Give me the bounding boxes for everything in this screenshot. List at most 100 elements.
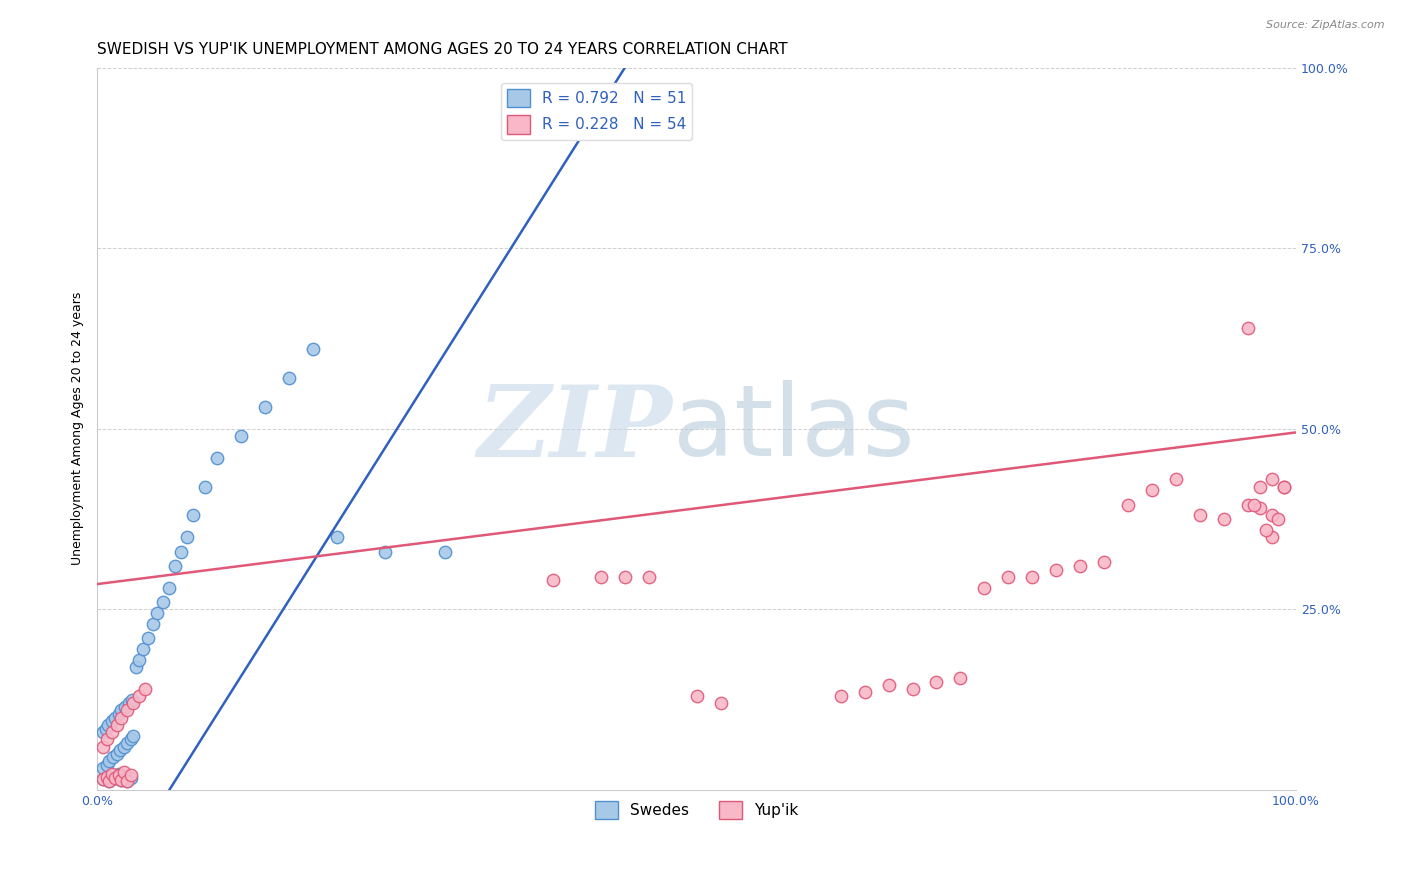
Point — [93, 772, 115, 786]
Point — [254, 400, 277, 414]
Point — [104, 772, 127, 786]
Point — [170, 544, 193, 558]
Point — [1021, 570, 1043, 584]
Point — [101, 750, 124, 764]
Point — [134, 681, 156, 696]
Point — [101, 714, 124, 729]
Point — [302, 343, 325, 357]
Point — [183, 508, 205, 523]
Point — [117, 696, 139, 710]
Point — [278, 371, 301, 385]
Point — [1272, 479, 1295, 493]
Point — [1166, 472, 1188, 486]
Point — [93, 772, 115, 786]
Point — [231, 429, 253, 443]
Point — [207, 450, 229, 465]
Point — [98, 774, 121, 789]
Point — [125, 660, 148, 674]
Point — [1116, 498, 1139, 512]
Point — [117, 773, 139, 788]
Point — [901, 681, 924, 696]
Point — [637, 570, 659, 584]
Point — [96, 732, 118, 747]
Point — [973, 581, 995, 595]
Point — [96, 757, 118, 772]
Point — [1261, 530, 1284, 544]
Point — [105, 747, 128, 761]
Point — [94, 722, 117, 736]
Point — [877, 678, 900, 692]
Point — [132, 642, 155, 657]
Legend: Swedes, Yup'ik: Swedes, Yup'ik — [589, 795, 804, 826]
Point — [101, 725, 124, 739]
Point — [925, 674, 948, 689]
Point — [117, 703, 139, 717]
Point — [830, 689, 852, 703]
Point — [326, 530, 349, 544]
Point — [374, 544, 396, 558]
Point — [146, 606, 169, 620]
Point — [98, 774, 121, 789]
Point — [1237, 498, 1260, 512]
Point — [853, 685, 876, 699]
Point — [949, 671, 972, 685]
Point — [1249, 501, 1271, 516]
Point — [1142, 483, 1164, 498]
Point — [589, 570, 612, 584]
Point — [128, 689, 150, 703]
Point — [97, 718, 120, 732]
Point — [112, 764, 135, 779]
Point — [101, 768, 124, 782]
Point — [1069, 559, 1091, 574]
Point — [117, 773, 139, 788]
Point — [710, 696, 733, 710]
Point — [104, 711, 127, 725]
Point — [165, 559, 187, 574]
Point — [613, 570, 636, 584]
Point — [104, 772, 127, 786]
Point — [93, 761, 115, 775]
Point — [120, 768, 142, 782]
Point — [1261, 472, 1284, 486]
Point — [101, 767, 124, 781]
Point — [108, 767, 131, 781]
Point — [1267, 512, 1289, 526]
Point — [1189, 508, 1212, 523]
Text: SWEDISH VS YUP'IK UNEMPLOYMENT AMONG AGES 20 TO 24 YEARS CORRELATION CHART: SWEDISH VS YUP'IK UNEMPLOYMENT AMONG AGE… — [97, 42, 787, 57]
Point — [1045, 563, 1067, 577]
Point — [96, 770, 118, 784]
Point — [110, 703, 132, 717]
Point — [1272, 479, 1295, 493]
Point — [1256, 523, 1278, 537]
Point — [108, 768, 131, 782]
Point — [121, 692, 143, 706]
Point — [1249, 479, 1271, 493]
Point — [110, 772, 132, 787]
Point — [98, 754, 121, 768]
Point — [541, 574, 564, 588]
Point — [434, 544, 457, 558]
Point — [110, 772, 132, 787]
Point — [686, 689, 709, 703]
Point — [93, 739, 115, 754]
Point — [157, 581, 180, 595]
Text: atlas: atlas — [673, 380, 914, 477]
Point — [96, 770, 118, 784]
Point — [114, 699, 136, 714]
Point — [997, 570, 1019, 584]
Point — [122, 696, 145, 710]
Point — [120, 771, 142, 785]
Point — [112, 739, 135, 754]
Point — [152, 595, 174, 609]
Point — [1237, 320, 1260, 334]
Point — [122, 729, 145, 743]
Point — [1092, 555, 1115, 569]
Text: ZIP: ZIP — [478, 381, 673, 477]
Point — [176, 530, 198, 544]
Point — [108, 707, 131, 722]
Point — [128, 653, 150, 667]
Point — [108, 743, 131, 757]
Point — [142, 616, 165, 631]
Point — [112, 770, 135, 784]
Point — [117, 736, 139, 750]
